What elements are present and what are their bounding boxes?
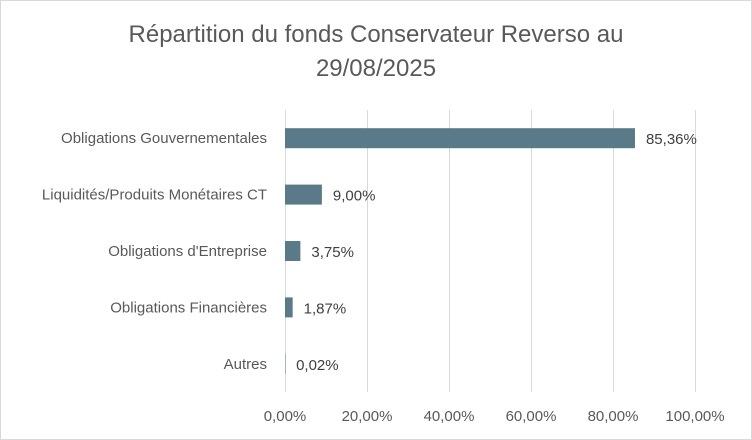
data-label: 85,36% — [646, 131, 697, 148]
x-tick-label: 80,00% — [588, 408, 639, 425]
bar — [285, 184, 322, 205]
category-label: Autres — [224, 356, 267, 373]
x-tick-label: 100,00% — [665, 408, 724, 425]
chart-title-line-2: 29/08/2025 — [315, 55, 437, 82]
bar — [285, 128, 635, 149]
data-label: 0,02% — [296, 357, 339, 374]
data-label: 9,00% — [333, 188, 376, 205]
category-label: Obligations d'Entreprise — [108, 243, 267, 260]
x-tick-label: 20,00% — [342, 408, 393, 425]
x-tick-label: 40,00% — [424, 408, 475, 425]
category-label: Obligations Financières — [110, 299, 267, 316]
x-tick-label: 60,00% — [506, 408, 557, 425]
chart-title-line-1: Répartition du fonds Conservateur Revers… — [128, 21, 624, 48]
data-label: 3,75% — [311, 244, 354, 261]
bar — [285, 297, 293, 318]
data-label: 1,87% — [304, 300, 347, 317]
x-tick-label: 0,00% — [264, 408, 307, 425]
category-label: Obligations Gouvernementales — [61, 130, 267, 147]
chart-title: Répartition du fonds Conservateur Revers… — [0, 18, 752, 86]
category-label: Liquidités/Produits Monétaires CT — [42, 187, 267, 204]
bar — [285, 241, 301, 261]
